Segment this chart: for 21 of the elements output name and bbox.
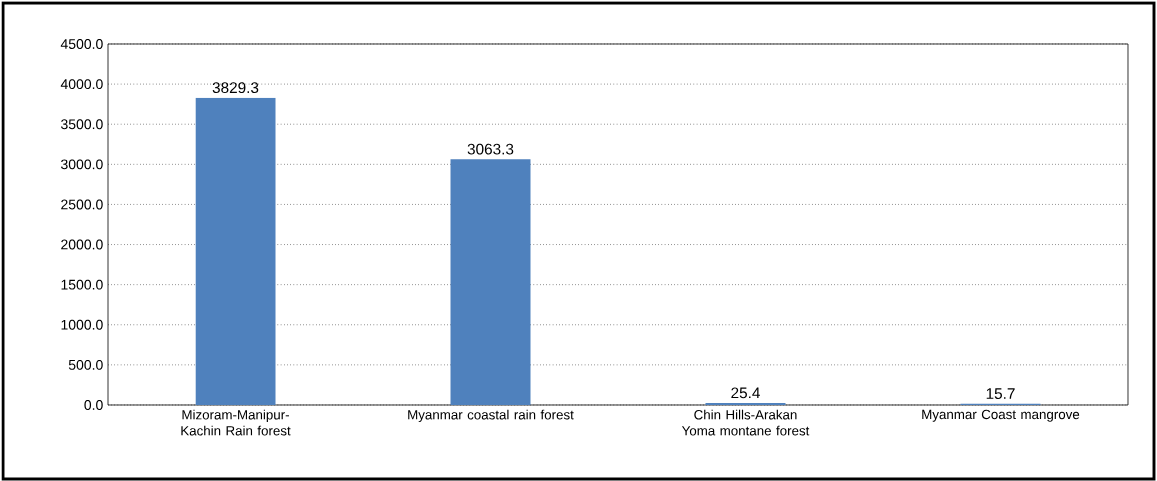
bar [705,402,786,405]
bar [195,97,276,405]
y-tick-label: 500.0 [68,359,103,370]
y-tick-label: 2500.0 [61,199,103,210]
y-tick-label: 1500.0 [61,279,103,290]
y-tick-label: 1000.0 [61,319,103,330]
x-tick-label: Myanmar coastal rain forest [408,409,574,423]
data-label: 15.7 [986,388,1015,400]
x-tick-label: Myanmar Coast mangrove [922,409,1080,422]
y-tick-label: 4000.0 [60,79,103,90]
x-tick-label: Mizoram-Manipur- Kachin Rain forest [181,409,291,436]
bar [450,159,531,405]
y-tick-label: 0.0 [84,400,103,410]
data-label: 3063.3 [467,143,514,155]
x-tick-label: Chin Hills-Arakan Yoma montane forest [681,409,810,436]
data-label: 3829.3 [212,82,259,94]
y-tick-label: 4500.0 [60,39,103,49]
y-tick-label: 3000.0 [61,159,103,170]
y-tick-label: 2000.0 [61,239,103,250]
data-label: 25.4 [731,387,760,399]
y-tick-label: 3500.0 [61,119,103,130]
